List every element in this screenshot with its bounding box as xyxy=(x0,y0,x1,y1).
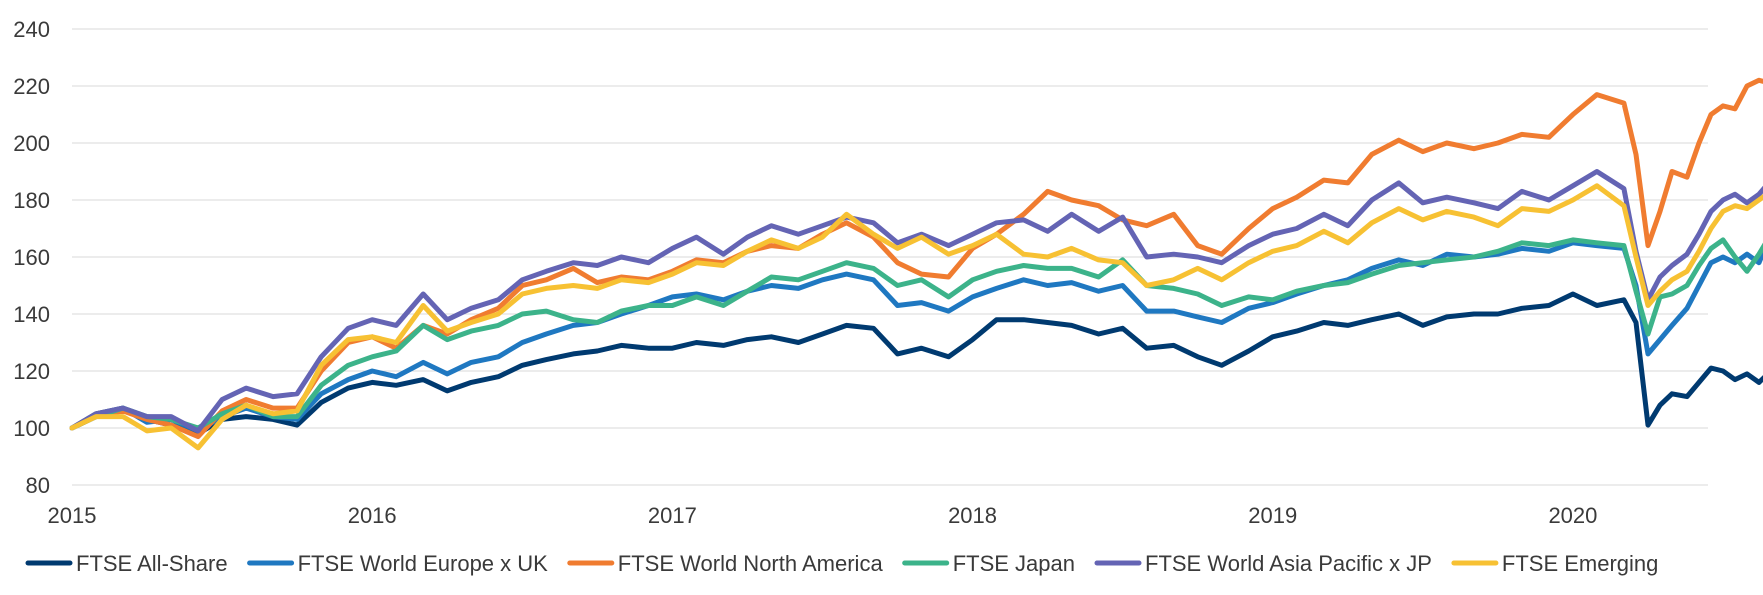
x-tick-label: 2018 xyxy=(948,503,997,528)
y-tick-label: 240 xyxy=(13,17,50,42)
legend-item: FTSE Japan xyxy=(902,551,1075,576)
series-line-ftse-all-share xyxy=(69,291,1763,437)
legend-label: FTSE World Asia Pacific x JP xyxy=(1145,551,1432,576)
series-line-ftse-world-north-america xyxy=(69,77,1763,440)
y-tick-label: 80 xyxy=(26,473,50,498)
legend: FTSE All-Share FTSE World Europe x UK FTSE… xyxy=(25,551,1659,576)
series-line-ftse-japan xyxy=(69,237,1763,431)
y-tick-label: 120 xyxy=(13,359,50,384)
y-tick-label: 180 xyxy=(13,188,50,213)
legend-label: FTSE World North America xyxy=(618,551,884,576)
y-axis-ticks: 80 100 120 140 160 180 200 220 240 xyxy=(13,17,50,498)
y-tick-label: 160 xyxy=(13,245,50,270)
series-line-ftse-emerging xyxy=(69,183,1763,451)
y-tick-label: 220 xyxy=(13,74,50,99)
legend-item: FTSE Emerging xyxy=(1451,551,1659,576)
x-tick-label: 2020 xyxy=(1548,503,1597,528)
y-tick-label: 200 xyxy=(13,131,50,156)
legend-item: FTSE World Asia Pacific x JP xyxy=(1094,551,1432,576)
x-tick-label: 2017 xyxy=(648,503,697,528)
y-tick-label: 140 xyxy=(13,302,50,327)
series-lines xyxy=(69,77,1763,451)
legend-item: FTSE World Europe x UK xyxy=(247,551,549,576)
legend-label: FTSE Japan xyxy=(953,551,1075,576)
y-tick-label: 100 xyxy=(13,416,50,441)
x-tick-label: 2016 xyxy=(348,503,397,528)
legend-item: FTSE All-Share xyxy=(25,551,228,576)
x-tick-label: 2015 xyxy=(48,503,97,528)
series-line-ftse-world-asia-pacific-x-jp xyxy=(69,169,1763,434)
x-axis-ticks: 2015 2016 2017 2018 2019 2020 xyxy=(48,503,1598,528)
x-tick-label: 2019 xyxy=(1248,503,1297,528)
legend-item: FTSE World North America xyxy=(567,551,884,576)
legend-label: FTSE World Europe x UK xyxy=(298,551,549,576)
legend-label: FTSE All-Share xyxy=(76,551,228,576)
legend-label: FTSE Emerging xyxy=(1502,551,1659,576)
